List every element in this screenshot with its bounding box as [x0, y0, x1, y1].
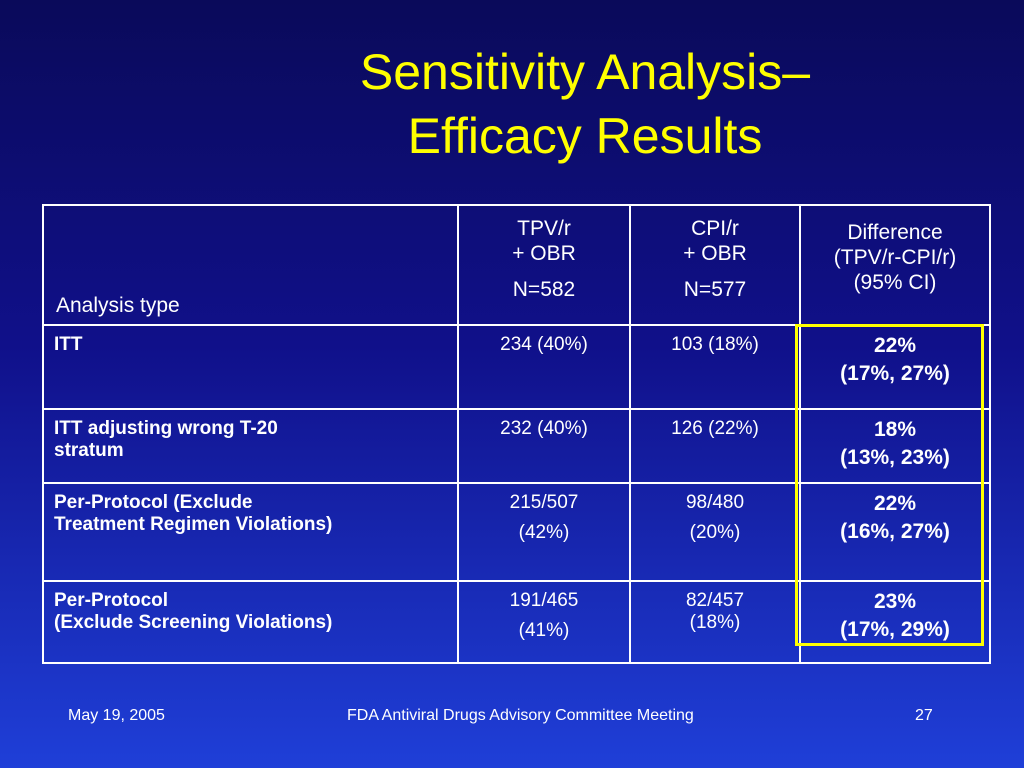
- slide-title-line2: Efficacy Results: [407, 108, 763, 164]
- row-cpi-line1: 103 (18%): [671, 334, 759, 355]
- header-cpi-line2: + OBR: [683, 242, 747, 265]
- footer-page-number: 27: [915, 707, 933, 724]
- row-diff-line2: (13%, 23%): [840, 446, 950, 469]
- header-difference-line1: Difference: [847, 221, 943, 244]
- row-diff-line1: 23%: [873, 590, 917, 613]
- row-cpi-value: 98/480 (20%): [629, 482, 801, 582]
- header-cpi-line1: CPI/r: [691, 217, 739, 240]
- header-tpv: TPV/r + OBR N=582: [457, 204, 631, 326]
- row-name-line2: stratum: [54, 440, 124, 461]
- row-cpi-value: 126 (22%): [629, 408, 801, 484]
- row-name-line1: Per-Protocol (Exclude: [54, 492, 253, 513]
- row-difference-value: 22% (16%, 27%): [799, 482, 991, 582]
- row-name-line1: ITT: [54, 334, 83, 355]
- row-cpi-line1: 82/457: [685, 590, 745, 611]
- row-tpv-line1: 191/465: [509, 590, 579, 611]
- header-difference-line2: (TPV/r-CPI/r): [833, 246, 957, 269]
- row-cpi-value: 103 (18%): [629, 324, 801, 410]
- table-header-row: Analysis type TPV/r + OBR N=582 CPI/r + …: [42, 204, 991, 326]
- row-tpv-line1: 234 (40%): [500, 334, 588, 355]
- row-difference-value: 22% (17%, 27%): [799, 324, 991, 410]
- row-diff-line1: 22%: [873, 492, 917, 515]
- row-difference-value: 23% (17%, 29%): [799, 580, 991, 664]
- row-tpv-value: 232 (40%): [457, 408, 631, 484]
- header-difference-line3: (95% CI): [853, 271, 937, 294]
- row-tpv-value: 234 (40%): [457, 324, 631, 410]
- table-row: ITT adjusting wrong T-20 stratum 232 (40…: [42, 408, 991, 484]
- row-analysis-name: Per-Protocol (Exclude Treatment Regimen …: [42, 482, 459, 582]
- row-tpv-line2: (41%): [518, 620, 570, 641]
- row-name-line2: Treatment Regimen Violations): [54, 514, 333, 535]
- row-cpi-line2: (20%): [689, 522, 741, 543]
- header-difference: Difference (TPV/r-CPI/r) (95% CI): [799, 204, 991, 326]
- header-cpi-n: N=577: [683, 278, 747, 301]
- results-table: Analysis type TPV/r + OBR N=582 CPI/r + …: [42, 204, 991, 664]
- header-tpv-n: N=582: [512, 278, 576, 301]
- row-name-line2: (Exclude Screening Violations): [54, 612, 333, 633]
- row-diff-line2: (17%, 27%): [840, 362, 950, 385]
- table-row: Per-Protocol (Exclude Treatment Regimen …: [42, 482, 991, 582]
- row-name-line1: Per-Protocol: [54, 590, 169, 611]
- slide-title: Sensitivity Analysis– Efficacy Results: [200, 40, 970, 168]
- row-analysis-name: Per-Protocol (Exclude Screening Violatio…: [42, 580, 459, 664]
- row-tpv-value: 215/507 (42%): [457, 482, 631, 582]
- row-tpv-line1: 232 (40%): [500, 418, 588, 439]
- row-tpv-value: 191/465 (41%): [457, 580, 631, 664]
- header-analysis-type: Analysis type: [42, 204, 459, 326]
- row-diff-line1: 18%: [873, 418, 917, 441]
- row-name-line1: ITT adjusting wrong T-20: [54, 418, 278, 439]
- row-analysis-name: ITT: [42, 324, 459, 410]
- row-cpi-value: 82/457 (18%): [629, 580, 801, 664]
- table-row: ITT 234 (40%) 103 (18%) 22% (17%, 27%): [42, 324, 991, 410]
- slide-title-line1: Sensitivity Analysis–: [359, 44, 811, 100]
- row-difference-value: 18% (13%, 23%): [799, 408, 991, 484]
- row-analysis-name: ITT adjusting wrong T-20 stratum: [42, 408, 459, 484]
- row-cpi-line1: 126 (22%): [671, 418, 759, 439]
- row-diff-line2: (16%, 27%): [840, 520, 950, 543]
- row-tpv-line1: 215/507: [509, 492, 579, 513]
- row-cpi-line2: (18%): [689, 612, 741, 633]
- header-analysis-type-label: Analysis type: [56, 294, 180, 317]
- footer-date: May 19, 2005: [68, 707, 165, 724]
- row-diff-line1: 22%: [873, 334, 917, 357]
- header-tpv-line2: + OBR: [512, 242, 576, 265]
- header-tpv-line1: TPV/r: [517, 217, 571, 240]
- header-cpi: CPI/r + OBR N=577: [629, 204, 801, 326]
- row-cpi-line1: 98/480: [685, 492, 745, 513]
- table-row: Per-Protocol (Exclude Screening Violatio…: [42, 580, 991, 664]
- footer-meeting-name: FDA Antiviral Drugs Advisory Committee M…: [347, 707, 694, 724]
- row-diff-line2: (17%, 29%): [840, 618, 950, 641]
- row-tpv-line2: (42%): [518, 522, 570, 543]
